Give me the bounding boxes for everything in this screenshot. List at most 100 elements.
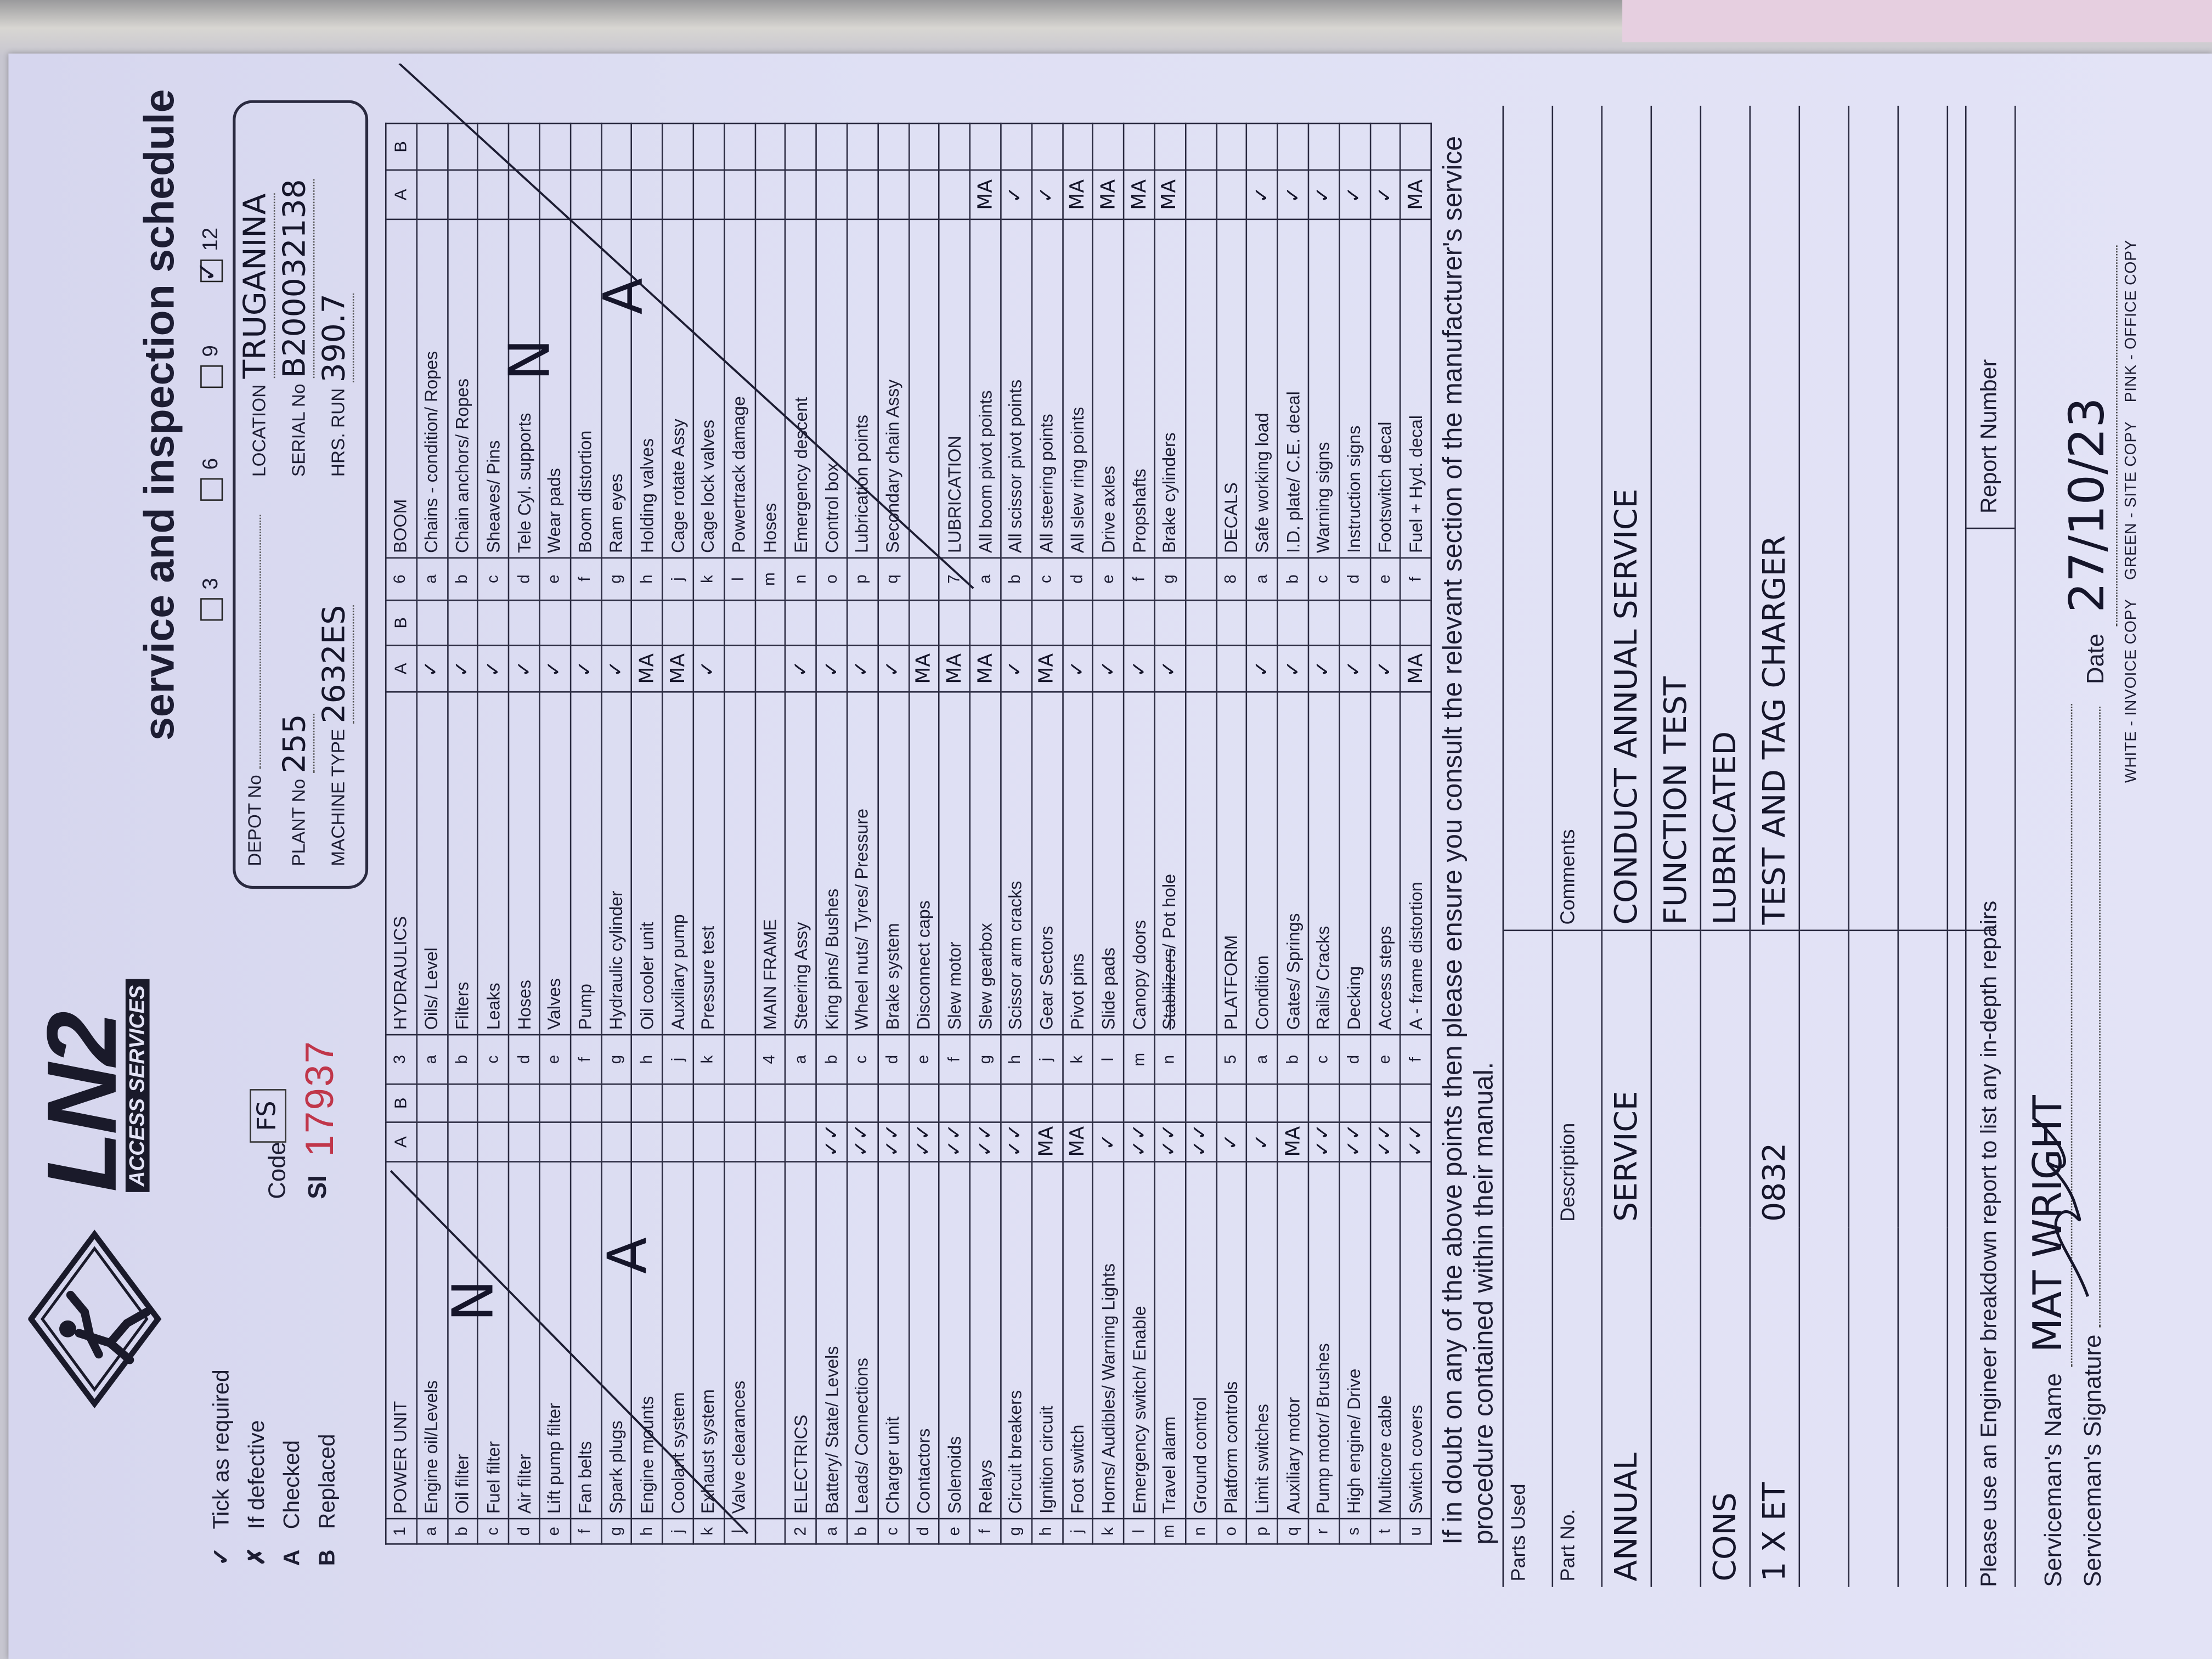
check-a[interactable]: MA xyxy=(1062,1122,1093,1162)
check-b[interactable] xyxy=(478,123,509,170)
check-a[interactable] xyxy=(847,170,878,219)
check-b[interactable] xyxy=(1062,600,1093,646)
check-b[interactable] xyxy=(509,123,540,170)
comments-cell[interactable]: LUBRICATED xyxy=(1700,105,1750,932)
check-b[interactable] xyxy=(1093,600,1124,646)
check-b[interactable] xyxy=(816,123,848,170)
check-b[interactable] xyxy=(1308,600,1339,646)
checkbox[interactable] xyxy=(199,365,222,388)
check-b[interactable] xyxy=(1001,1084,1032,1122)
check-b[interactable] xyxy=(631,1084,663,1122)
check-a[interactable]: ✓ xyxy=(447,645,478,692)
check-b[interactable] xyxy=(785,600,816,646)
check-a[interactable]: ✓ xyxy=(1154,645,1186,692)
part-no-cell[interactable]: CONS xyxy=(1700,1227,1750,1587)
check-a[interactable]: MA xyxy=(1124,170,1155,219)
check-b[interactable] xyxy=(1062,123,1093,170)
check-a[interactable]: ✓ xyxy=(878,645,909,692)
check-a[interactable]: ✓✓ xyxy=(939,1122,970,1162)
check-b[interactable] xyxy=(1339,1084,1370,1122)
check-b[interactable] xyxy=(847,123,878,170)
check-b[interactable] xyxy=(1246,123,1278,170)
check-b[interactable] xyxy=(1093,1084,1124,1122)
check-a[interactable]: ✓✓ xyxy=(909,1122,940,1162)
check-b[interactable] xyxy=(601,1084,632,1122)
check-b[interactable] xyxy=(909,1084,940,1122)
check-a[interactable]: MA xyxy=(1031,645,1063,692)
check-a[interactable]: ✓✓ xyxy=(1339,1122,1370,1162)
description-cell[interactable] xyxy=(1799,931,1849,1228)
check-b[interactable] xyxy=(539,1084,571,1122)
check-a[interactable] xyxy=(662,1122,693,1162)
check-a[interactable]: ✓ xyxy=(601,645,632,692)
check-b[interactable] xyxy=(878,1084,909,1122)
check-b[interactable] xyxy=(1400,123,1431,170)
check-b[interactable] xyxy=(509,1084,540,1122)
check-a[interactable]: MA xyxy=(1031,1122,1063,1162)
check-b[interactable] xyxy=(1277,123,1308,170)
check-b[interactable] xyxy=(416,600,448,646)
check-b[interactable] xyxy=(816,1084,848,1122)
check-a[interactable]: ✓✓ xyxy=(1185,1122,1216,1162)
checkbox-checked[interactable]: ✓ xyxy=(193,259,222,283)
check-a[interactable]: ✓✓ xyxy=(1308,1122,1339,1162)
part-no-cell[interactable] xyxy=(1651,1227,1701,1587)
interval-6[interactable]: 6 xyxy=(199,458,223,501)
description-cell[interactable] xyxy=(1848,931,1898,1228)
check-b[interactable] xyxy=(447,123,478,170)
part-no-cell[interactable]: 1 X ET xyxy=(1750,1227,1799,1587)
check-b[interactable] xyxy=(693,600,724,646)
check-a[interactable]: ✓ xyxy=(1339,645,1370,692)
check-a[interactable]: ✓ xyxy=(1308,170,1339,219)
check-b[interactable] xyxy=(724,600,755,646)
interval-12[interactable]: ✓ 12 xyxy=(193,228,223,283)
check-a[interactable] xyxy=(570,1122,601,1162)
check-b[interactable] xyxy=(1277,1084,1308,1122)
check-a[interactable]: MA xyxy=(1154,170,1186,219)
check-b[interactable] xyxy=(601,600,632,646)
check-a[interactable]: ✓ xyxy=(1308,645,1339,692)
check-b[interactable] xyxy=(631,123,663,170)
check-b[interactable] xyxy=(1001,123,1032,170)
check-a[interactable] xyxy=(724,1122,755,1162)
report-number-field[interactable]: Report Number xyxy=(1966,90,2015,529)
description-cell[interactable]: SERVICE xyxy=(1601,931,1651,1228)
check-a[interactable] xyxy=(724,645,755,692)
check-a[interactable] xyxy=(1185,645,1216,692)
check-a[interactable]: ✓✓ xyxy=(1369,1122,1401,1162)
check-a[interactable]: MA xyxy=(909,645,940,692)
check-a[interactable]: MA xyxy=(1062,170,1093,219)
check-a[interactable] xyxy=(693,170,724,219)
check-b[interactable] xyxy=(909,600,940,646)
check-a[interactable] xyxy=(754,170,786,219)
check-b[interactable] xyxy=(416,1084,448,1122)
description-cell[interactable] xyxy=(1651,931,1701,1228)
check-a[interactable]: MA xyxy=(939,645,970,692)
check-b[interactable] xyxy=(1339,600,1370,646)
check-a[interactable]: ✓ xyxy=(1062,645,1093,692)
check-b[interactable] xyxy=(1185,600,1216,646)
check-a[interactable]: ✓ xyxy=(1124,645,1155,692)
check-b[interactable] xyxy=(631,600,663,646)
check-b[interactable] xyxy=(878,600,909,646)
comments-cell[interactable] xyxy=(1898,105,1948,932)
serviceman-signature-field[interactable]: Serviceman's Signature xyxy=(2033,707,2108,1587)
interval-3[interactable]: 3 xyxy=(199,578,223,621)
check-b[interactable] xyxy=(1369,1084,1401,1122)
comments-cell[interactable] xyxy=(1848,105,1898,932)
description-cell[interactable]: 0832 xyxy=(1750,931,1799,1228)
check-a[interactable]: ✓ xyxy=(570,645,601,692)
description-cell[interactable] xyxy=(1700,931,1750,1228)
check-b[interactable] xyxy=(1124,123,1155,170)
check-a[interactable] xyxy=(631,1122,663,1162)
check-a[interactable]: ✓✓ xyxy=(878,1122,909,1162)
check-a[interactable] xyxy=(878,170,909,219)
check-b[interactable] xyxy=(909,123,940,170)
check-b[interactable] xyxy=(1246,600,1278,646)
check-a[interactable]: ✓ xyxy=(1093,645,1124,692)
check-b[interactable] xyxy=(1216,1084,1247,1122)
check-b[interactable] xyxy=(754,123,786,170)
check-a[interactable]: ✓ xyxy=(785,645,816,692)
check-a[interactable]: ✓✓ xyxy=(1124,1122,1155,1162)
check-a[interactable]: MA xyxy=(662,645,693,692)
